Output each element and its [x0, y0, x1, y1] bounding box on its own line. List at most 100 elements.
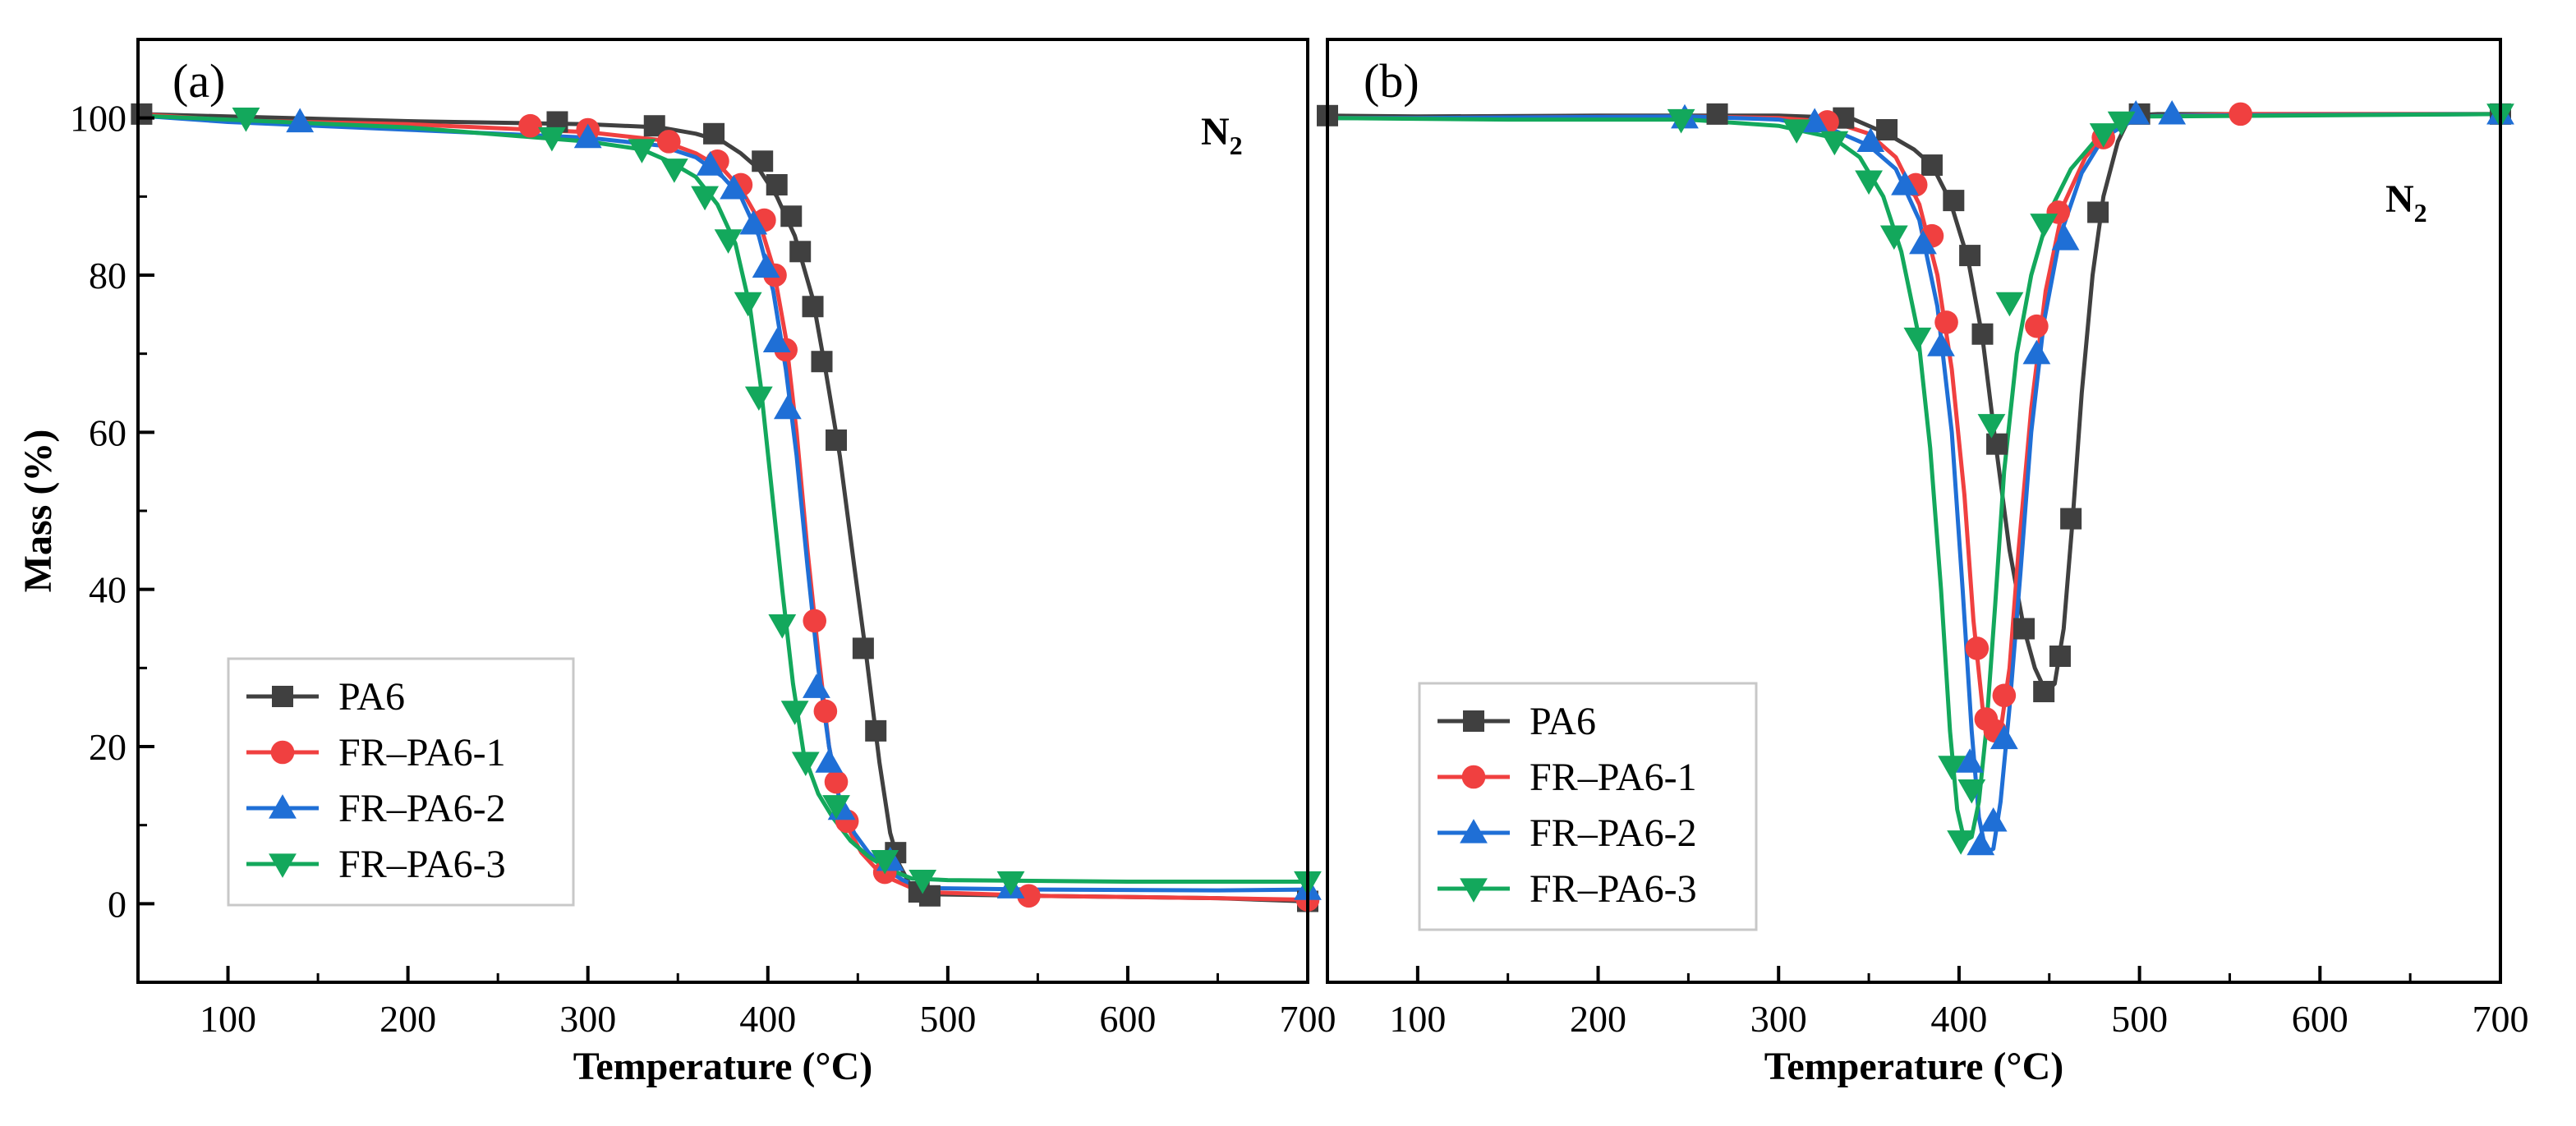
- panel-a-series-3-marker-5: [714, 229, 743, 254]
- panel-b-dtg-chart: 100 200 300 400 500 600 700 (b) N2 Temperature…: [1317, 38, 2529, 1088]
- panel-a-y-tick-label-0: 0: [108, 883, 126, 925]
- panel-b-series-0-marker-1: [1706, 103, 1728, 125]
- panel-b-series-2-marker-4: [1909, 229, 1937, 255]
- panel-a-y-tick-label-5: 100: [70, 98, 126, 140]
- panel-b-series-1-marker-3: [1934, 310, 1958, 334]
- panel-a-x-tick-label-1: 200: [380, 998, 436, 1040]
- panel-a-y-tick-label-4: 80: [89, 255, 126, 296]
- panel-b-series-1-marker-8: [2025, 314, 2049, 338]
- panel-a-series-0-marker-8: [802, 296, 824, 318]
- panel-a-x-tick-label-4: 500: [919, 998, 976, 1040]
- panel-b-legend-marker-1: [1461, 765, 1486, 789]
- panel-b-x-tick-label-0: 100: [1389, 998, 1446, 1040]
- panel-a-series-3-marker-6: [734, 292, 762, 317]
- panel-a-series-1-marker-2: [656, 130, 681, 154]
- panel-a-legend-marker-1: [270, 740, 295, 765]
- panel-a-series-0-marker-10: [826, 429, 848, 451]
- panel-a-series-2-marker-7: [773, 394, 802, 420]
- panel-b-series-3-marker-3: [1855, 170, 1883, 195]
- panel-b-series-3-marker-1: [1782, 119, 1811, 144]
- panel-a-y-tick-label-2: 40: [89, 569, 126, 611]
- panel-b-series-3-marker-0: [1667, 108, 1695, 134]
- panel-a-series-0-marker-0: [131, 103, 153, 125]
- panel-b-series-3-marker-6: [1938, 756, 1966, 780]
- panel-a-series-0-marker-6: [780, 205, 803, 227]
- panel-b-label: (b): [1364, 54, 1419, 108]
- panel-a-x-axis-title: Temperature (°C): [573, 1045, 872, 1088]
- panel-b-series-2-marker-9: [1990, 724, 2018, 750]
- panel-a-series-3-marker-11: [822, 795, 850, 820]
- panel-a-series-0-marker-12: [865, 719, 887, 742]
- panel-b-series-0-marker-12: [2060, 508, 2082, 530]
- panel-a-series-3-marker-12: [871, 850, 899, 875]
- panel-a-series-3-marker-8: [768, 614, 797, 639]
- panel-a-tga-chart: 100 200 300 400 500 600 700 0 20 40 60 80 100 (a) N2…: [16, 38, 1336, 1088]
- panel-b-series-3-marker-5: [1903, 327, 1932, 352]
- panel-a-x-tick-label-6: 700: [1280, 998, 1336, 1040]
- panel-b-series-0-marker-7: [1971, 323, 1994, 345]
- panel-a-series-3-marker-10: [791, 751, 820, 777]
- panel-a-series-2-marker-6: [762, 328, 791, 352]
- panel-b-legend-marker-0: [1463, 710, 1484, 732]
- panel-b-series-0-marker-5: [1943, 190, 1965, 212]
- panel-b-series-0-marker-4: [1920, 154, 1943, 177]
- panel-b-plot-frame: [1326, 38, 2502, 984]
- panel-a-series-2-marker-9: [815, 748, 844, 773]
- panel-a-legend-marker-3: [269, 853, 297, 878]
- panel-b-series-3-marker-7: [1947, 830, 1976, 855]
- panel-b-series-0-marker-11: [2049, 645, 2071, 667]
- panel-a-series-0-marker-3: [703, 122, 725, 145]
- panel-a-y-tick-label-1: 20: [89, 726, 126, 768]
- panel-b-x-axis-title: Temperature (°C): [1764, 1045, 2063, 1088]
- panel-a-x-tick-label-5: 600: [1099, 998, 1156, 1040]
- panel-b-legend-label-3: FR–PA6-3: [1530, 867, 1697, 911]
- panel-a-y-tick-label-3: 60: [89, 411, 126, 453]
- panel-b-series-2-marker-10: [2022, 339, 2051, 365]
- panel-b-legend-label-2: FR–PA6-2: [1530, 811, 1697, 855]
- panel-a-series-3-marker-7: [744, 386, 773, 411]
- panel-a-series-1-marker-10: [824, 770, 849, 794]
- panel-b-series-3-marker-10: [1995, 292, 2024, 317]
- panel-a-series-3-marker-13: [908, 869, 937, 894]
- panel-a-series-2-marker-2: [696, 151, 724, 176]
- panel-a-y-axis-title: Mass (%): [16, 430, 60, 593]
- panel-a-legend-label-3: FR–PA6-3: [338, 843, 506, 886]
- panel-a-series-2-marker-1: [573, 123, 602, 149]
- panel-b-x-tick-label-2: 300: [1750, 998, 1807, 1040]
- panel-b-series-3-marker-4: [1879, 225, 1908, 250]
- panel-b-legend-marker-3: [1460, 878, 1488, 903]
- panel-a-legend: PA6 FR–PA6-1 FR–PA6-2 FR–PA6-3: [227, 657, 575, 907]
- panel-b-x-tick-label-4: 500: [2111, 998, 2168, 1040]
- panel-a-series-3-marker-2: [628, 139, 656, 163]
- panel-b-x-tick-label-6: 700: [2472, 998, 2529, 1040]
- panel-a-legend-label-2: FR–PA6-2: [338, 787, 506, 830]
- panel-a-series-3-marker-9: [780, 701, 809, 725]
- panel-a-series-2-marker-8: [803, 673, 830, 698]
- panel-a-series-0-marker-4: [752, 150, 774, 172]
- panel-b-series-0-marker-9: [2013, 618, 2036, 640]
- panel-b-series-2-marker-7: [1966, 830, 1995, 856]
- panel-a-legend-label-0: PA6: [338, 675, 405, 719]
- panel-a-legend-marker-2: [269, 794, 297, 819]
- panel-a-series-3-marker-4: [691, 186, 719, 211]
- panel-a-x-tick-label-0: 100: [200, 998, 256, 1040]
- panel-a-series-3-marker-3: [660, 159, 688, 183]
- panel-b-x-tick-label-3: 400: [1930, 998, 1987, 1040]
- panel-b-series-3-marker-8: [1957, 779, 1986, 804]
- panel-b-series-0-line: [1327, 112, 2500, 694]
- panel-b-legend-label-0: PA6: [1530, 700, 1596, 743]
- panel-b-legend-marker-2: [1460, 819, 1488, 843]
- panel-a-series-1-marker-9: [813, 699, 838, 724]
- panel-b-series-3-marker-2: [1820, 131, 1849, 156]
- panel-b-series-2-marker-8: [1979, 807, 2008, 832]
- panel-b-series-2-marker-11: [2051, 226, 2080, 250]
- panel-b-series-2-marker-3: [1891, 171, 1919, 195]
- panel-b-series-3-marker-13: [2107, 111, 2136, 136]
- panel-b-legend: PA6 FR–PA6-1 FR–PA6-2 FR–PA6-3: [1418, 682, 1758, 931]
- panel-b-series-2-marker-5: [1927, 332, 1955, 356]
- panel-a-series-3-marker-1: [537, 126, 566, 152]
- panel-b-series-2-marker-13: [2158, 99, 2187, 125]
- panel-a-series-3-marker-14: [996, 871, 1025, 896]
- panel-a-series-0-marker-11: [852, 637, 874, 660]
